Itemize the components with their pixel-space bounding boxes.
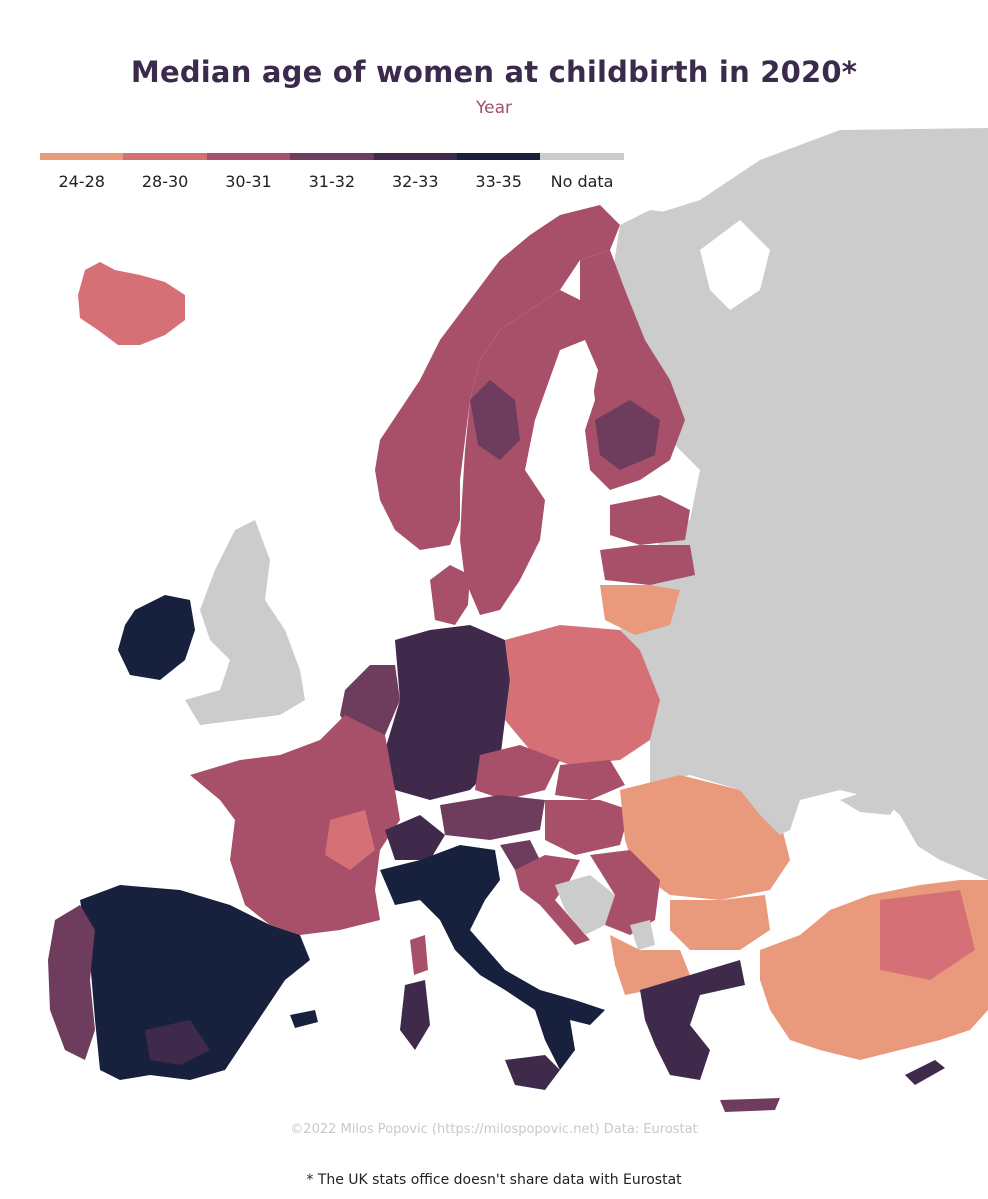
- legend-label: 28-30: [141, 172, 189, 191]
- region-switzerland: [385, 815, 445, 860]
- footnote-text: * The UK stats office doesn't share data…: [306, 1172, 682, 1188]
- region-bulgaria: [670, 895, 770, 950]
- region-sicily: [505, 1055, 560, 1090]
- gulf-of-bothnia: [528, 340, 598, 490]
- legend-swatch: [123, 153, 207, 160]
- white-sea: [700, 220, 770, 310]
- region-sweden-dark: [470, 380, 520, 460]
- region-iceland: [78, 262, 185, 345]
- region-latvia: [600, 545, 695, 585]
- region-finland-dark: [595, 400, 660, 470]
- region-greece: [640, 960, 745, 1080]
- legend-label: 24-28: [58, 172, 105, 191]
- region-bosnia-nodata: [555, 875, 615, 935]
- region-balearic: [290, 1010, 318, 1028]
- legend-item-31-32: 31-32: [290, 153, 374, 191]
- region-russia-nodata: [610, 128, 988, 880]
- region-norway: [375, 205, 620, 550]
- region-italy: [380, 845, 605, 1070]
- region-poland: [505, 625, 660, 765]
- region-moldova-nodata: [740, 790, 790, 835]
- legend-item-28-30: 28-30: [123, 153, 207, 191]
- region-uk-nodata: [185, 520, 305, 725]
- region-romania: [620, 775, 790, 900]
- region-sardinia: [400, 980, 430, 1050]
- region-portugal: [48, 905, 95, 1060]
- region-spain: [80, 885, 310, 1080]
- legend-swatch: [206, 153, 291, 160]
- crimea: [840, 790, 900, 815]
- legend-label: 30-31: [225, 172, 272, 191]
- legend-item-33-35: 33-35: [456, 153, 541, 191]
- legend-swatch: [40, 153, 124, 160]
- region-crete: [720, 1098, 780, 1112]
- legend-label: 31-32: [308, 172, 356, 191]
- region-czechia: [475, 745, 560, 800]
- map-title: Median age of women at childbirth in 202…: [130, 55, 858, 89]
- legend-item-no-data: No data: [540, 153, 624, 191]
- legend-item-30-31: 30-31: [206, 153, 291, 191]
- legend-label: No data: [550, 172, 614, 191]
- region-hungary: [545, 800, 630, 855]
- legend-swatch: [456, 153, 541, 160]
- legend-swatch: [540, 153, 624, 160]
- black-sea: [790, 790, 920, 905]
- legend-swatch: [290, 153, 374, 160]
- legend-label: 32-33: [392, 172, 439, 191]
- legend: 24-28 28-30 30-31 31-32 32-33 33-35 No d…: [40, 153, 624, 191]
- region-estonia: [610, 495, 690, 545]
- region-austria: [440, 795, 545, 840]
- region-denmark: [430, 565, 470, 625]
- region-ireland: [118, 595, 195, 680]
- region-slovakia: [555, 760, 625, 800]
- region-kola-nodata: [620, 210, 700, 260]
- legend-swatch: [373, 153, 457, 160]
- europe-choropleth-map: [48, 128, 988, 1112]
- region-germany: [385, 625, 510, 800]
- legend-item-32-33: 32-33: [373, 153, 457, 191]
- region-lithuania: [600, 585, 680, 635]
- credit-text: ©2022 Milos Popovic (https://milospopovi…: [290, 1122, 698, 1137]
- map-subtitle: Year: [476, 98, 512, 118]
- region-cyprus: [905, 1060, 945, 1085]
- region-croatia: [515, 855, 590, 945]
- legend-label: 33-35: [475, 172, 522, 191]
- region-spain-lighter: [145, 1020, 210, 1065]
- region-serbia: [590, 850, 660, 935]
- legend-item-24-28: 24-28: [40, 153, 124, 191]
- region-france-light: [325, 810, 375, 870]
- region-corsica: [410, 935, 428, 975]
- region-kosovo-nodata: [630, 920, 655, 950]
- region-turkey-pink: [880, 890, 975, 980]
- region-france: [190, 715, 400, 935]
- region-albania-mk: [610, 935, 690, 995]
